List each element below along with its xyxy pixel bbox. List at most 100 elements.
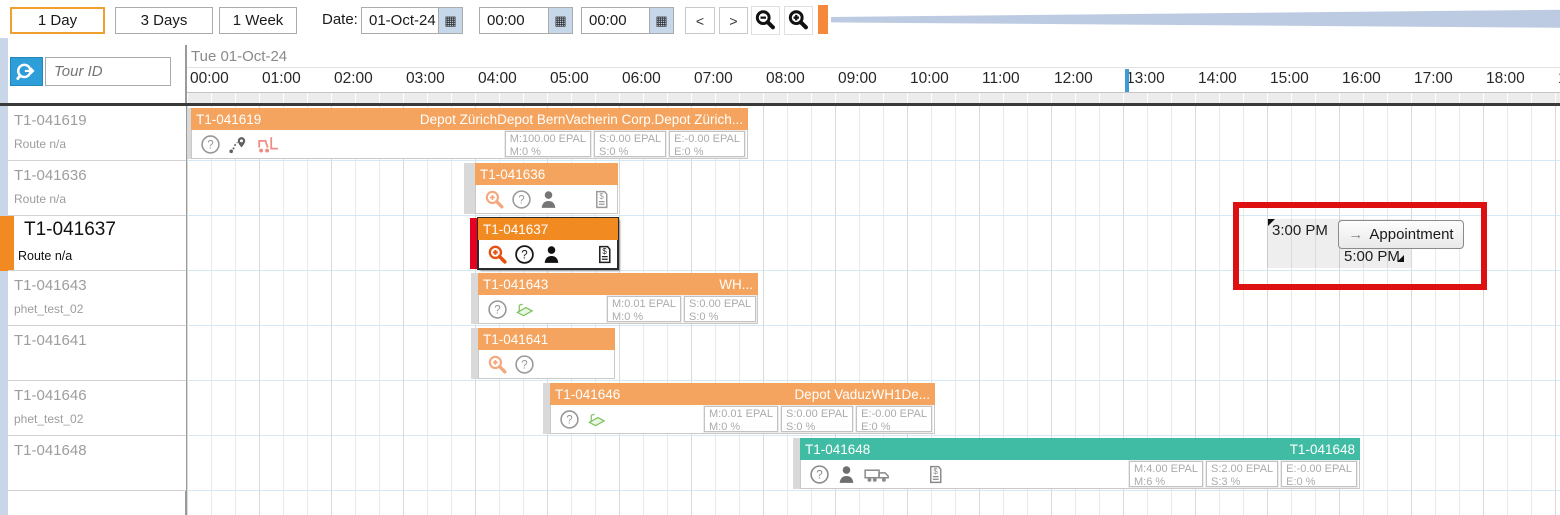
zoom-in-icon[interactable] <box>487 244 508 265</box>
invoice-icon[interactable]: $ <box>594 244 615 265</box>
timeline-zoom-slider-track[interactable] <box>831 9 1560 28</box>
appointment-end-handle[interactable] <box>1397 255 1404 262</box>
tour-id-label: T1-041643 <box>14 277 87 294</box>
svg-text:?: ? <box>566 414 572 426</box>
gantt-bar-041636[interactable]: T1-041636 ? $ <box>475 163 618 214</box>
next-button[interactable]: > <box>719 7 748 34</box>
pallet-icon[interactable] <box>514 299 535 320</box>
svg-text:?: ? <box>518 194 524 206</box>
truck-icon[interactable] <box>863 464 893 485</box>
metric-box-e: E:-0.00 EPAL E:0 % <box>1281 461 1357 488</box>
hour-label: 04:00 <box>478 70 517 87</box>
question-icon[interactable]: ? <box>514 354 535 375</box>
metric-box-s: S:0.00 EPAL S:0 % <box>780 406 854 433</box>
tour-id-search-input[interactable] <box>45 57 171 86</box>
gantt-bar-041648[interactable]: T1-041648 T1-041648 ? $ <box>800 438 1360 489</box>
tour-route-label: phet_test_02 <box>14 302 84 316</box>
svg-text:?: ? <box>207 139 213 151</box>
bar-header: T1-041641 <box>478 328 615 350</box>
pallet-icon[interactable] <box>586 409 607 430</box>
metric-box-s: S:0.00 EPAL S:0 % <box>684 296 757 323</box>
bar-body: ? $ <box>478 240 618 269</box>
hour-label: 10:00 <box>910 70 949 87</box>
appointment-start-handle[interactable] <box>1268 219 1275 226</box>
forklift-icon[interactable] <box>254 134 279 155</box>
time-picker-icon[interactable]: ▦ <box>548 8 572 33</box>
bar-body: ? $ M:4.00 EPAL M:6 % <box>800 460 1360 489</box>
svg-text:?: ? <box>816 469 822 481</box>
question-icon[interactable]: ? <box>200 134 221 155</box>
bar-title: T1-041641 <box>483 331 549 347</box>
search-tour-button[interactable] <box>10 57 43 86</box>
question-icon[interactable]: ? <box>511 189 532 210</box>
zoom-in-button[interactable] <box>784 6 813 35</box>
gantt-bar-041643[interactable]: T1-041643 WH... ? M:0.01 EPAL M:0 % S:0.0… <box>478 273 758 324</box>
gantt-bar-041619[interactable]: T1-041619 Depot ZürichDepot BernVacherin… <box>191 108 748 159</box>
gantt-bar-041646[interactable]: T1-041646 Depot VaduzWH1De... ? M:0.01 E… <box>550 383 935 434</box>
tour-id-label: T1-041637 <box>24 219 116 240</box>
sidebar-item-tour-041641[interactable]: T1-041641 <box>8 326 186 381</box>
bar-header: T1-041636 <box>475 163 618 185</box>
timeline-zoom-slider-handle[interactable] <box>818 5 828 34</box>
sidebar-item-tour-041643[interactable]: T1-041643 phet_test_02 <box>8 271 186 326</box>
gantt-bar-041641[interactable]: T1-041641 ? <box>478 328 615 379</box>
sidebar-item-tour-041648[interactable]: T1-041648 <box>8 436 186 491</box>
hour-label: 08:00 <box>766 70 805 87</box>
route-icon[interactable] <box>227 134 248 155</box>
metric-box-m: M:4.00 EPAL M:6 % <box>1128 461 1203 488</box>
gantt-bar-041637-selected[interactable]: T1-041637 ? $ <box>478 218 618 269</box>
time-start-input[interactable] <box>480 8 548 33</box>
bar-lead-strip <box>471 273 478 324</box>
question-icon[interactable]: ? <box>559 409 580 430</box>
appointment-start-time: 3:00 PM <box>1272 222 1328 239</box>
invoice-icon[interactable]: $ <box>925 464 946 485</box>
time-end-input[interactable] <box>582 8 649 33</box>
question-icon[interactable]: ? <box>487 299 508 320</box>
sidebar-item-tour-041637-selected[interactable]: T1-041637 Route n/a <box>0 216 186 271</box>
sidebar-item-tour-041619[interactable]: T1-041619 Route n/a <box>8 106 186 161</box>
person-icon[interactable] <box>836 464 857 485</box>
question-icon[interactable]: ? <box>514 244 535 265</box>
timeline-day-header: Tue 01-Oct-24 <box>187 45 1560 68</box>
tour-id-label: T1-041648 <box>14 442 87 459</box>
sidebar-item-tour-041636[interactable]: T1-041636 Route n/a <box>8 161 186 216</box>
bar-title: T1-041636 <box>480 166 546 182</box>
metric-box-m: M:100.00 EPAL M:0 % <box>504 131 591 158</box>
sidebar-item-tour-041646[interactable]: T1-041646 phet_test_02 <box>8 381 186 436</box>
person-icon[interactable] <box>541 244 562 265</box>
bar-title: T1-041637 <box>483 221 549 237</box>
invoice-icon[interactable]: $ <box>591 189 612 210</box>
time-picker-icon[interactable]: ▦ <box>649 8 673 33</box>
zoom-in-icon[interactable] <box>484 189 505 210</box>
hour-label: 17:00 <box>1414 70 1453 87</box>
prev-button[interactable]: < <box>685 7 715 34</box>
person-icon[interactable] <box>538 189 559 210</box>
tour-route-label: Route n/a <box>18 249 73 263</box>
view-1-day-button[interactable]: 1 Day <box>10 7 105 34</box>
appointment-button[interactable]: → Appointment <box>1338 220 1464 249</box>
metric-box-m: M:0.01 EPAL M:0 % <box>607 296 681 323</box>
zoom-out-button[interactable] <box>751 6 780 35</box>
bar-body: ? $ <box>475 185 618 214</box>
date-input[interactable] <box>362 8 438 33</box>
left-edge-strip <box>0 38 8 515</box>
bar-title: T1-041619 <box>196 111 262 127</box>
metric-box-e: E:-0.00 EPAL E:0 % <box>856 406 932 433</box>
current-time-marker <box>1125 69 1129 92</box>
bar-stops-label: Depot ZürichDepot BernVacherin Corp.Depo… <box>419 111 743 127</box>
calendar-picker-icon[interactable]: ▦ <box>438 8 462 33</box>
hour-label: 14:00 <box>1198 70 1237 87</box>
bar-header: T1-041619 Depot ZürichDepot BernVacherin… <box>191 108 748 130</box>
hour-label: 02:00 <box>334 70 373 87</box>
hour-label: 05:00 <box>550 70 589 87</box>
view-3-days-button[interactable]: 3 Days <box>115 7 213 34</box>
zoom-in-icon <box>788 10 808 30</box>
hour-label: 18:00 <box>1486 70 1525 87</box>
sidebar-divider <box>185 45 187 515</box>
zoom-in-icon[interactable] <box>487 354 508 375</box>
view-1-week-button[interactable]: 1 Week <box>219 7 297 34</box>
question-icon[interactable]: ? <box>809 464 830 485</box>
bar-body: ? M:100.00 EPAL M:0 % S:0.00 EPAL S:0 % <box>191 130 748 159</box>
